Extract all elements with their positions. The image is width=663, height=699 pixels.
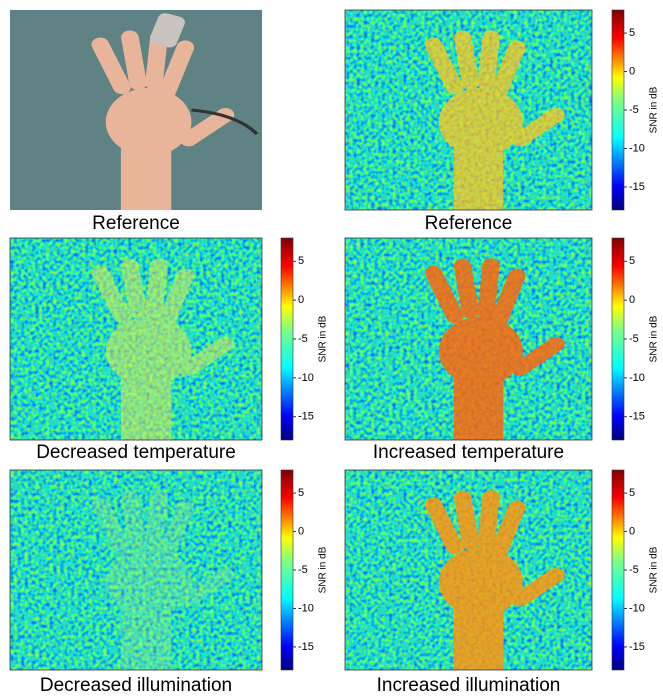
colorbar-tick-label: -10: [629, 142, 645, 154]
hand-palm: [106, 88, 192, 156]
panel-caption: Reference: [92, 213, 180, 234]
colorbar-tick-label: -5: [298, 333, 308, 345]
colorbar-tick-label: 0: [298, 294, 304, 306]
panel-image: [345, 470, 592, 674]
colorbar-tick-label: 5: [629, 255, 635, 267]
colorbar-tick-label: -15: [629, 181, 645, 193]
colorbar-tick-label: 5: [629, 487, 635, 499]
colorbar-label: SNR in dB: [649, 546, 660, 593]
snr-speckle: [345, 10, 592, 210]
colorbar-tick-label: 0: [629, 65, 635, 77]
snr-speckle: [10, 238, 262, 440]
colorbar-tick-label: -15: [298, 641, 314, 653]
colorbar: [612, 470, 624, 670]
colorbar-tick-label: 5: [629, 27, 635, 39]
colorbar: [612, 238, 624, 440]
colorbar-tick-label: -5: [629, 104, 639, 116]
colorbar-label: SNR in dB: [318, 315, 329, 362]
panel-caption: Decreased temperature: [36, 442, 236, 463]
colorbar-label: SNR in dB: [318, 546, 329, 593]
panel: 5 0 -5 -10 -15 SNR in dB Decreased temperature: [10, 238, 329, 463]
colorbar-tick-label: -10: [298, 372, 314, 384]
colorbar-label: SNR in dB: [649, 86, 660, 133]
hand-wrist: [121, 146, 171, 214]
colorbar: [281, 470, 293, 670]
panel-caption: Increased illumination: [377, 675, 561, 694]
panel-caption: Reference: [425, 213, 513, 234]
colorbar-tick-label: -10: [298, 602, 314, 614]
snr-speckle: [345, 470, 592, 670]
panel: 5 0 -5 -10 -15 SNR in dB Reference: [345, 10, 660, 234]
panel-image: [345, 10, 592, 214]
colorbar-tick-label: -10: [629, 602, 645, 614]
colorbar-tick-label: 0: [629, 525, 635, 537]
colorbar-tick-label: -5: [629, 333, 639, 345]
colorbar-tick-label: -15: [629, 411, 645, 423]
panel: 5 0 -5 -10 -15 SNR in dB Increased temperature: [345, 238, 660, 463]
colorbar-tick-label: 5: [298, 255, 304, 267]
panel-caption: Decreased illumination: [40, 675, 232, 694]
colorbar-tick-label: 0: [298, 525, 304, 537]
colorbar-tick-label: -5: [629, 564, 639, 576]
panel: 5 0 -5 -10 -15 SNR in dB Increased illuminatio…: [345, 470, 660, 694]
panel: Reference: [10, 10, 262, 234]
colorbar-tick-label: 5: [298, 487, 304, 499]
panel: 5 0 -5 -10 -15 SNR in dB Decreased illuminatio…: [10, 470, 329, 694]
colorbar: [281, 238, 293, 440]
panel-image: [345, 238, 592, 444]
snr-speckle: [345, 238, 592, 440]
panel-caption: Increased temperature: [373, 442, 564, 463]
panel-image: [10, 470, 262, 674]
colorbar-label: SNR in dB: [649, 315, 660, 362]
panel-image: [10, 10, 262, 214]
panel-image: [10, 238, 262, 444]
figure: Reference 5 0 -5 -10 -15 SNR in dB Reference 5 0 -…: [0, 0, 663, 694]
colorbar-tick-label: -15: [298, 411, 314, 423]
colorbar-tick-label: 0: [629, 294, 635, 306]
colorbar-tick-label: -5: [298, 564, 308, 576]
snr-speckle: [10, 470, 262, 670]
colorbar-tick-label: -10: [629, 372, 645, 384]
colorbar: [612, 10, 624, 210]
colorbar-tick-label: -15: [629, 641, 645, 653]
